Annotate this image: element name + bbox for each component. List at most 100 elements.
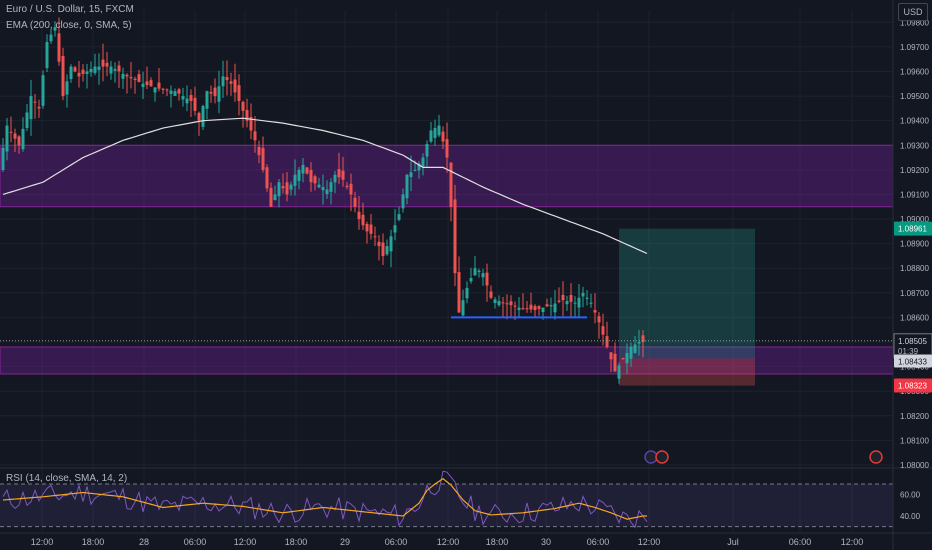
ema-legend[interactable]: EMA (200, close, 0, SMA, 5) xyxy=(6,20,132,31)
time-tick-label: Jul xyxy=(727,537,739,547)
support-line-layer[interactable] xyxy=(0,316,893,342)
candle-body xyxy=(201,105,205,127)
time-tick-label: 06:00 xyxy=(184,537,207,547)
candle-body xyxy=(537,306,541,309)
candle-body xyxy=(137,74,141,82)
candle-body xyxy=(509,301,513,306)
candle-body xyxy=(345,185,349,188)
long-position-tool[interactable] xyxy=(619,228,755,386)
candle-body xyxy=(505,303,509,305)
candle-body xyxy=(433,128,437,138)
price-tick-label: 1.08000 xyxy=(900,461,929,470)
candle-body xyxy=(173,91,177,96)
candle-body xyxy=(289,184,293,190)
candle-body xyxy=(417,163,421,171)
candle-body xyxy=(189,95,193,101)
candle-body xyxy=(245,110,249,121)
lightning-event-icon[interactable] xyxy=(644,450,658,464)
candle-body xyxy=(533,306,537,311)
price-tick-label: 1.09000 xyxy=(900,215,929,224)
candle-body xyxy=(521,308,525,310)
candle-body xyxy=(233,79,237,93)
candle-body xyxy=(557,300,561,302)
candle-body xyxy=(69,66,73,80)
candle-body xyxy=(105,62,109,67)
candle-body xyxy=(161,88,165,90)
candle-body xyxy=(461,300,465,316)
candle-body xyxy=(457,272,461,313)
time-axis[interactable]: 12:00 18:00 28 06:00 12:00 18:00 29 06:00 12:00 1… xyxy=(0,532,932,547)
candle-body xyxy=(541,307,545,313)
stop-price-label: 1.08323 xyxy=(898,382,927,391)
candle-body xyxy=(365,223,369,232)
candle-body xyxy=(165,89,169,91)
candle-body xyxy=(297,169,301,181)
candle-body xyxy=(593,309,597,313)
candle-body xyxy=(281,186,285,189)
candle-body xyxy=(65,81,69,95)
candle-body xyxy=(629,346,633,359)
candle-body xyxy=(361,214,365,226)
entry-price-label-bg xyxy=(894,354,932,368)
price-tick-label: 1.08200 xyxy=(900,412,929,421)
candle-body xyxy=(561,294,565,301)
candle-body xyxy=(485,272,489,286)
target-price-label-bg xyxy=(894,221,932,236)
candle-body xyxy=(449,162,453,207)
rsi-tick-label: 60.00 xyxy=(900,491,921,500)
candle-body xyxy=(125,74,129,77)
candle-body xyxy=(581,292,585,297)
symbol-legend[interactable]: Euro / U.S. Dollar, 15, FXCM xyxy=(6,4,134,15)
rsi-legend[interactable]: RSI (14, close, SMA, 14, 2) xyxy=(6,473,128,484)
candle-body xyxy=(473,268,477,276)
candle-body xyxy=(637,342,641,344)
position-stop-zone[interactable] xyxy=(619,358,755,386)
time-tick-label: 18:00 xyxy=(486,537,509,547)
ema-200-line xyxy=(2,117,648,255)
candle-body xyxy=(177,89,181,94)
currency-button[interactable]: USD xyxy=(898,3,928,21)
candle-body xyxy=(101,59,105,67)
candle-body xyxy=(625,353,629,364)
candle-body xyxy=(465,287,469,299)
price-tick-label: 1.09400 xyxy=(900,117,929,126)
time-tick-label: 28 xyxy=(139,537,149,547)
candle-body xyxy=(621,358,625,360)
candle-body xyxy=(405,174,409,199)
candle-body xyxy=(369,224,373,234)
rsi-line xyxy=(2,470,648,529)
candle-body xyxy=(437,125,441,136)
candle-body xyxy=(61,55,65,97)
current-price-box xyxy=(893,333,932,359)
candle-body xyxy=(353,197,357,207)
candle-body xyxy=(589,302,593,304)
candle-body xyxy=(213,87,217,97)
us-flag-event-icon[interactable] xyxy=(655,450,669,464)
candle-body xyxy=(169,90,173,94)
candle-body xyxy=(469,278,473,282)
candle-body xyxy=(141,83,145,88)
time-tick-label: 12:00 xyxy=(31,537,54,547)
candle-body xyxy=(609,352,613,360)
candle-body xyxy=(249,116,253,131)
candle-body xyxy=(241,101,245,111)
candle-body xyxy=(393,225,397,233)
candle-body xyxy=(373,236,377,238)
candle-body xyxy=(85,71,89,75)
candle-body xyxy=(453,199,457,274)
candle-body xyxy=(357,211,361,220)
candle-body xyxy=(337,169,341,178)
candle-body xyxy=(293,174,297,186)
rsi-pane xyxy=(0,467,932,529)
candle-body xyxy=(253,131,257,141)
candle-body xyxy=(409,172,413,178)
event-markers[interactable] xyxy=(644,450,883,464)
us-flag-event-icon[interactable] xyxy=(869,450,883,464)
candle-body xyxy=(321,187,325,191)
candle-body xyxy=(205,91,209,109)
price-tick-label: 1.09300 xyxy=(900,141,929,150)
candle-body xyxy=(257,146,261,156)
candle-body xyxy=(529,304,533,310)
candle-body xyxy=(325,189,329,195)
